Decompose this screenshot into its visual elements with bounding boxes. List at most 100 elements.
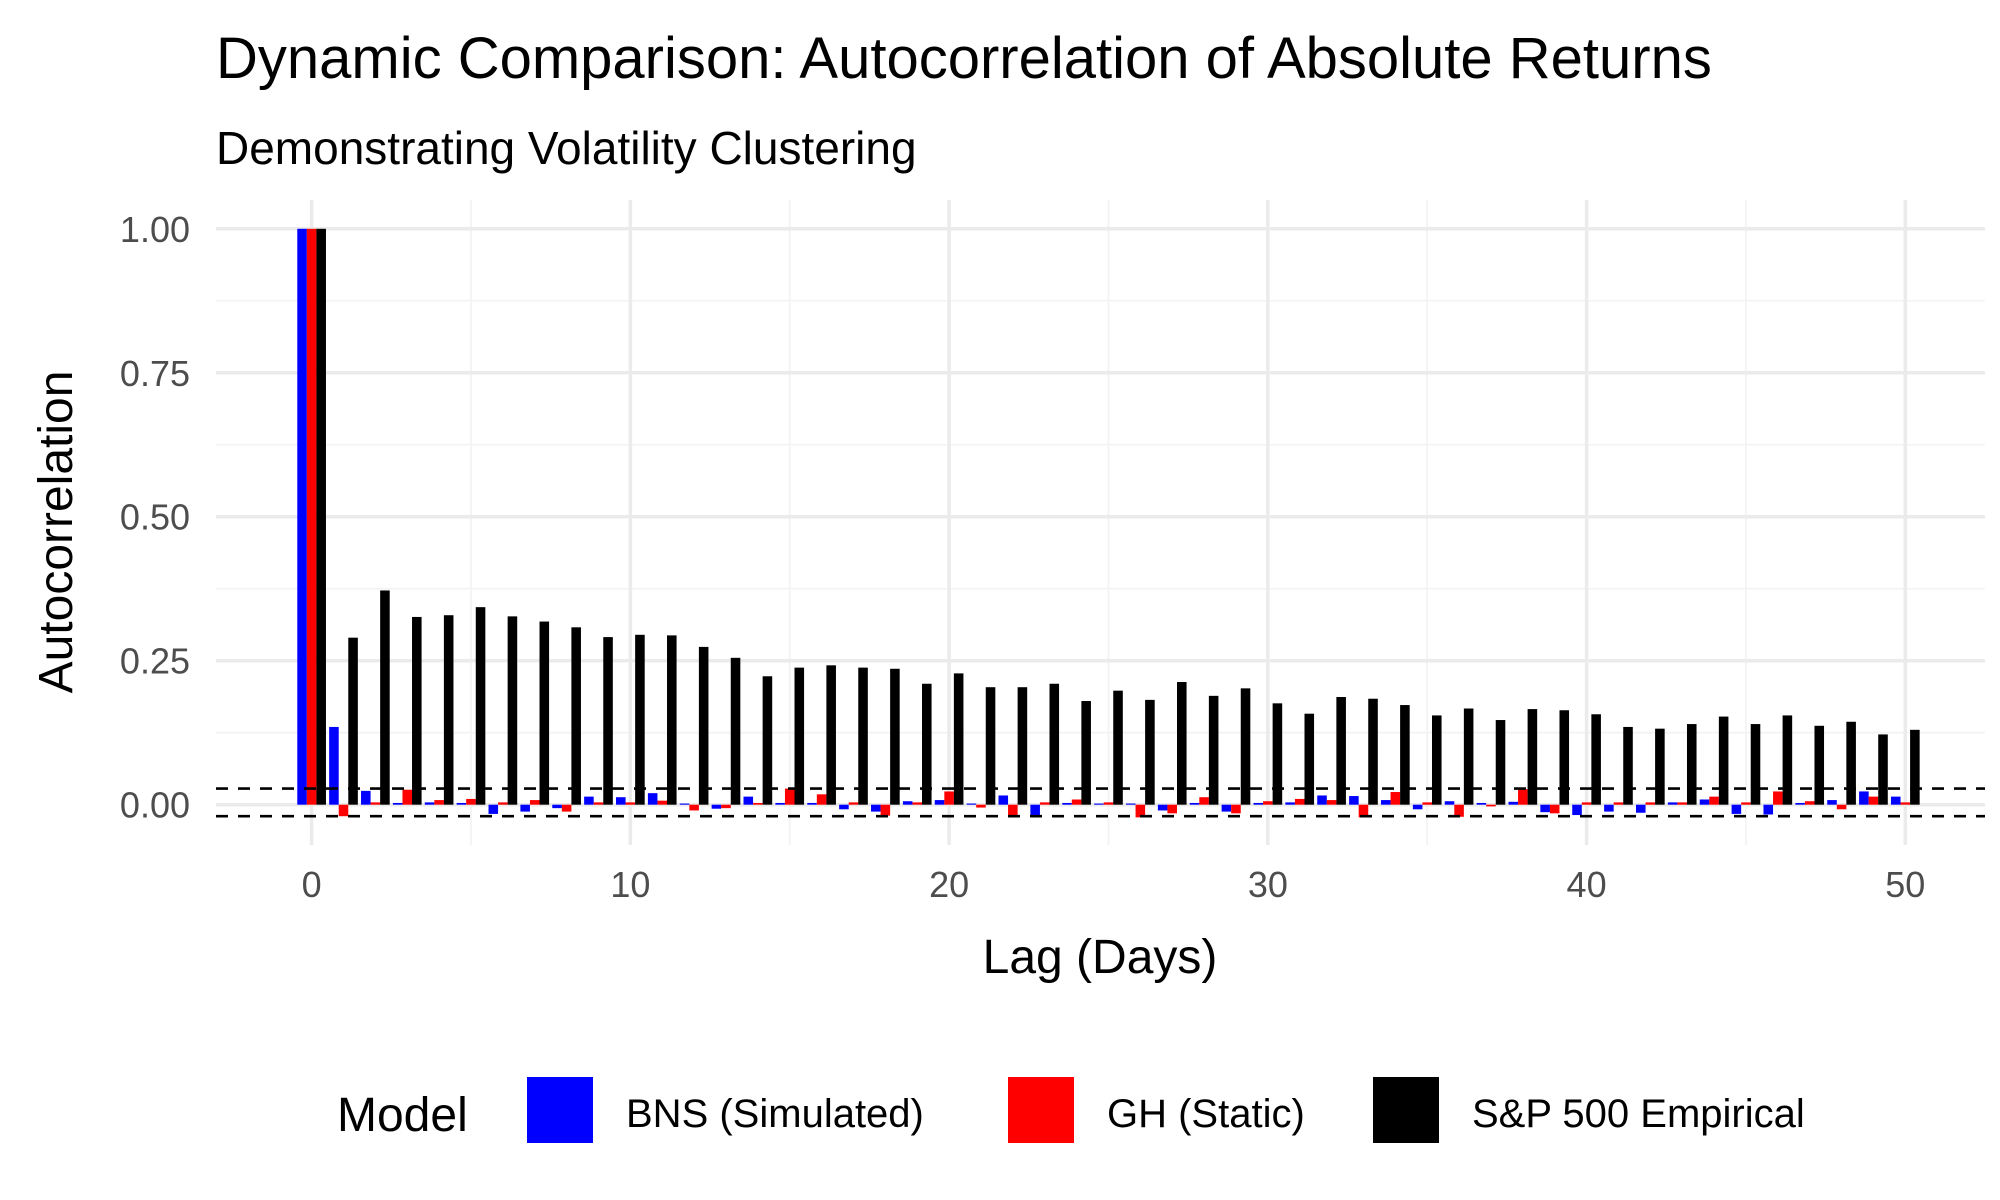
bar-s-p-500-empirical-lag-42 (1655, 728, 1665, 805)
bar-gh-static--lag-2 (370, 802, 381, 805)
bar-bns-simulated--lag-47 (1795, 802, 1805, 805)
bar-s-p-500-empirical-lag-33 (1368, 698, 1378, 805)
bar-s-p-500-empirical-lag-24 (1081, 701, 1091, 805)
bar-bns-simulated--lag-44 (1699, 799, 1710, 805)
bar-gh-static--lag-48 (1836, 804, 1847, 810)
bar-gh-static--lag-31 (1294, 798, 1305, 805)
legend-title: Model (337, 1089, 468, 1142)
bar-s-p-500-empirical-lag-45 (1750, 724, 1761, 805)
bar-gh-static--lag-15 (784, 788, 795, 805)
bar-bns-simulated--lag-38 (1508, 801, 1519, 805)
bar-bns-simulated--lag-8 (552, 804, 562, 809)
bar-bns-simulated--lag-12 (679, 803, 690, 805)
x-tick-label: 0 (302, 864, 322, 905)
bar-gh-static--lag-7 (529, 800, 540, 805)
bar-gh-static--lag-50 (1900, 802, 1911, 805)
bar-s-p-500-empirical-lag-17 (858, 667, 868, 805)
bar-gh-static--lag-4 (434, 800, 444, 805)
bar-s-p-500-empirical-lag-3 (412, 616, 422, 805)
bar-bns-simulated--lag-21 (966, 803, 977, 805)
bar-bns-simulated--lag-16 (807, 802, 817, 805)
bar-bns-simulated--lag-17 (839, 804, 849, 810)
y-axis-title: Autocorrelation (30, 371, 83, 694)
bar-gh-static--lag-44 (1709, 796, 1719, 805)
bar-s-p-500-empirical-lag-50 (1910, 729, 1920, 805)
bar-bns-simulated--lag-49 (1859, 791, 1869, 805)
bar-bns-simulated--lag-22 (998, 795, 1009, 805)
legend-key-bns-simulated (527, 1077, 593, 1143)
bar-gh-static--lag-20 (944, 791, 954, 805)
bar-gh-static--lag-6 (498, 802, 508, 805)
bar-gh-static--lag-34 (1390, 792, 1401, 805)
bar-bns-simulated--lag-37 (1476, 802, 1487, 805)
bar-s-p-500-empirical-lag-10 (635, 634, 645, 805)
bar-gh-static--lag-37 (1486, 804, 1496, 807)
bar-s-p-500-empirical-lag-27 (1176, 682, 1187, 805)
bar-gh-static--lag-25 (1103, 802, 1114, 805)
axis-layer: 0.00 0.25 0.50 0.75 1.00 0 10 20 30 40 50 (120, 209, 1925, 905)
x-tick-label: 50 (1885, 864, 1925, 905)
bar-s-p-500-empirical-lag-7 (539, 621, 550, 805)
y-tick-label: 0.75 (120, 353, 190, 394)
bar-bns-simulated--lag-31 (1285, 802, 1295, 805)
bar-bns-simulated--lag-18 (871, 804, 881, 812)
bar-bns-simulated--lag-0 (297, 228, 307, 805)
bar-s-p-500-empirical-lag-13 (730, 657, 741, 805)
bar-s-p-500-empirical-lag-35 (1431, 715, 1442, 805)
bar-bns-simulated--lag-20 (934, 800, 945, 805)
bar-gh-static--lag-13 (721, 804, 731, 809)
legend-label-s-p-500-empirical: S&P 500 Empirical (1472, 1092, 1805, 1136)
bar-gh-static--lag-26 (1135, 804, 1146, 818)
bar-s-p-500-empirical-lag-19 (922, 683, 932, 805)
bar-s-p-500-empirical-lag-9 (603, 637, 613, 805)
chart-title: Dynamic Comparison: Autocorrelation of A… (216, 26, 1712, 91)
legend-key-s-p-500-empirical (1373, 1077, 1439, 1143)
bar-s-p-500-empirical-lag-43 (1686, 724, 1697, 805)
bar-s-p-500-empirical-lag-44 (1718, 716, 1729, 805)
bar-gh-static--lag-14 (753, 802, 763, 805)
y-tick-label: 0.25 (120, 641, 190, 682)
bar-gh-static--lag-46 (1773, 791, 1783, 805)
bar-s-p-500-empirical-lag-23 (1049, 683, 1060, 805)
bar-bns-simulated--lag-32 (1317, 795, 1327, 805)
bar-s-p-500-empirical-lag-22 (1017, 687, 1028, 805)
x-tick-label: 40 (1567, 864, 1607, 905)
bar-bns-simulated--lag-4 (424, 802, 435, 805)
bar-gh-static--lag-43 (1677, 802, 1687, 805)
bar-bns-simulated--lag-30 (1253, 802, 1264, 805)
bar-s-p-500-empirical-lag-6 (507, 616, 518, 805)
chart-subtitle: Demonstrating Volatility Clustering (216, 122, 917, 174)
bar-s-p-500-empirical-lag-41 (1623, 726, 1633, 805)
bar-gh-static--lag-47 (1804, 801, 1815, 805)
bar-gh-static--lag-17 (848, 802, 859, 805)
bar-bns-simulated--lag-5 (456, 802, 467, 805)
y-tick-label: 0.00 (120, 785, 190, 826)
bar-gh-static--lag-3 (402, 789, 413, 805)
bar-s-p-500-empirical-lag-2 (380, 590, 390, 805)
bar-gh-static--lag-12 (689, 804, 699, 811)
bar-bns-simulated--lag-36 (1444, 801, 1455, 805)
bar-gh-static--lag-35 (1422, 802, 1432, 805)
bar-gh-static--lag-21 (976, 804, 986, 808)
bar-gh-static--lag-32 (1326, 800, 1337, 805)
bar-bns-simulated--lag-23 (1030, 804, 1040, 816)
bar-bns-simulated--lag-27 (1157, 804, 1168, 811)
bar-gh-static--lag-38 (1518, 789, 1528, 805)
bar-bns-simulated--lag-10 (616, 797, 626, 805)
bar-gh-static--lag-39 (1549, 804, 1560, 814)
y-tick-label: 0.50 (120, 497, 190, 538)
bar-bns-simulated--lag-15 (775, 802, 785, 805)
bar-s-p-500-empirical-lag-30 (1272, 703, 1283, 805)
bar-gh-static--lag-8 (561, 804, 572, 812)
bar-s-p-500-empirical-lag-46 (1782, 715, 1793, 805)
bar-s-p-500-empirical-lag-49 (1878, 734, 1888, 805)
bar-gh-static--lag-49 (1868, 796, 1879, 805)
bar-s-p-500-empirical-lag-47 (1814, 725, 1825, 805)
bar-gh-static--lag-33 (1358, 804, 1369, 818)
bar-s-p-500-empirical-lag-0 (316, 228, 326, 805)
bar-bns-simulated--lag-6 (488, 804, 499, 814)
bar-s-p-500-empirical-lag-25 (1113, 690, 1123, 805)
bar-gh-static--lag-27 (1167, 804, 1177, 814)
bar-gh-static--lag-29 (1231, 804, 1241, 814)
